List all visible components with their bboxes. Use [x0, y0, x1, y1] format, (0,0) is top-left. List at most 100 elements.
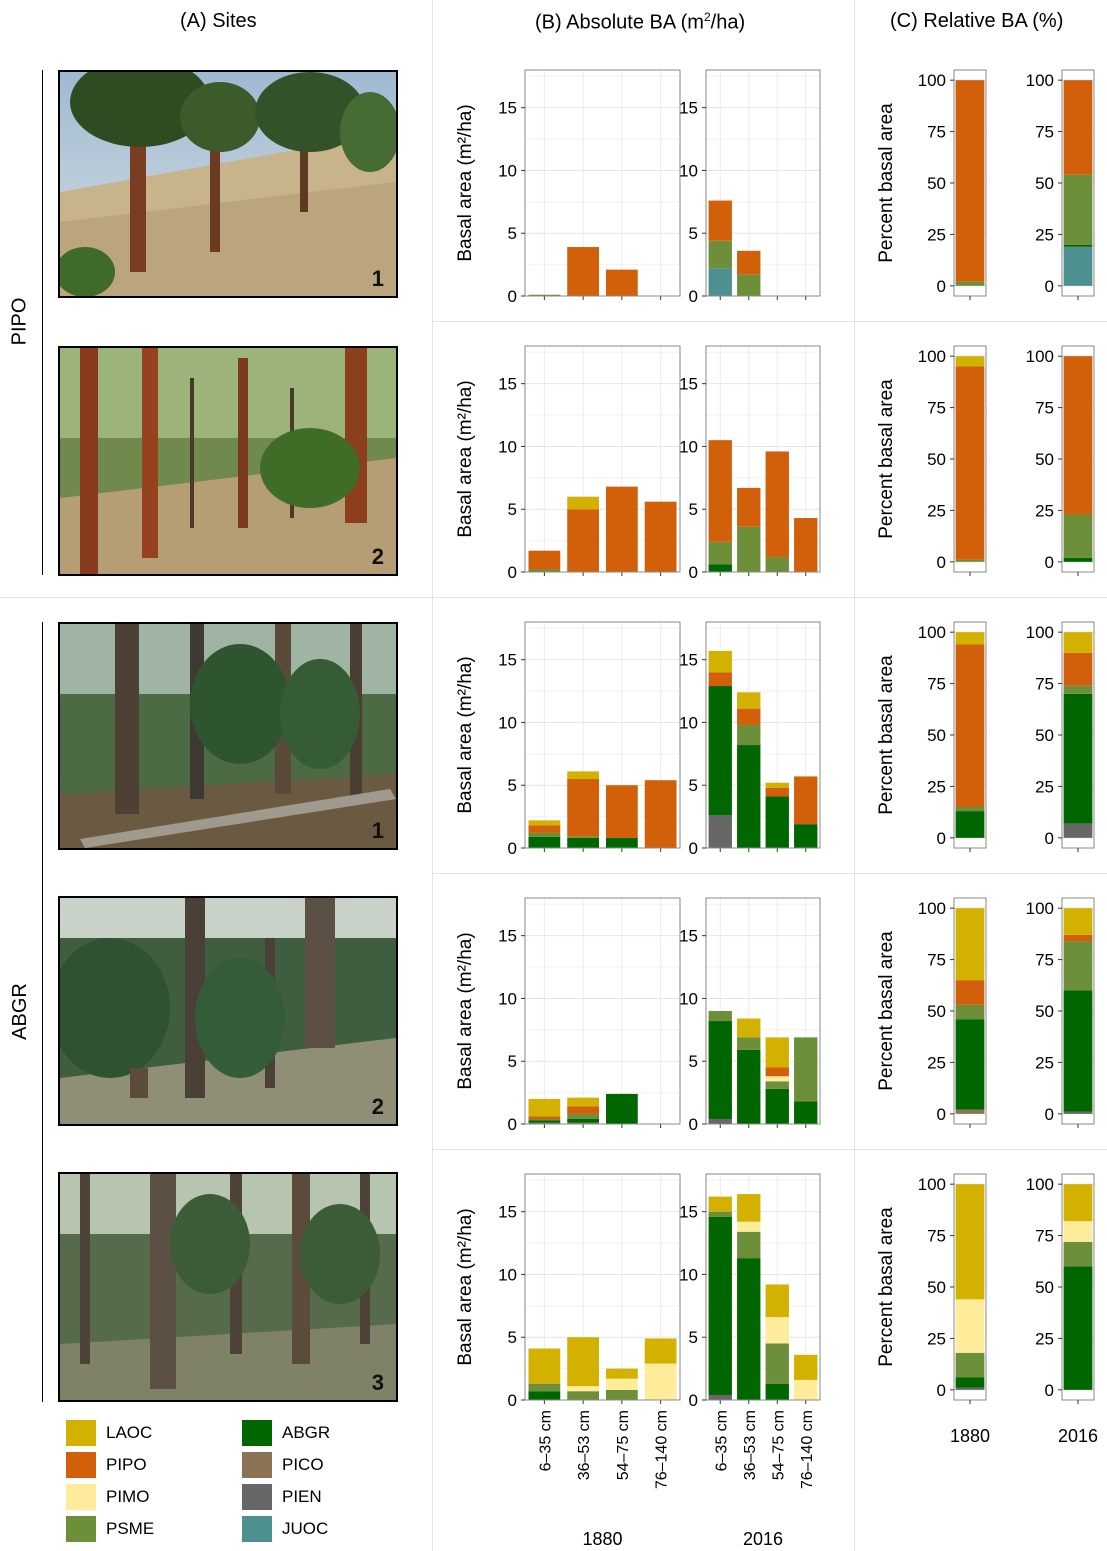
legend-swatch: [242, 1452, 272, 1478]
bar-segment-pimo: [794, 1379, 818, 1400]
y-tick-label: 50: [1035, 1278, 1054, 1297]
bar-segment-psme: [528, 1383, 561, 1392]
bar-segment-psme: [765, 556, 789, 572]
legend-item-laoc: LAOC: [66, 1420, 152, 1446]
plot-frame: [705, 345, 821, 573]
bar-segment-psme: [605, 1389, 638, 1400]
bar-segment-psme: [1063, 1241, 1093, 1267]
bar-segment-pimo: [955, 1299, 985, 1353]
bar-segment-psme: [1063, 685, 1093, 694]
bar-segment-abgr: [737, 1049, 761, 1124]
legend-swatch: [242, 1516, 272, 1542]
x-tick-label: 6–35 cm: [713, 1410, 730, 1471]
y-tick-label: 0: [1045, 553, 1054, 572]
bar-segment-psme: [708, 541, 732, 565]
y-axis-label: Percent basal area: [876, 103, 897, 263]
divider-b-c: [854, 0, 855, 1551]
y-tick-label: 100: [1026, 71, 1054, 90]
y-tick-label: 75: [1035, 1227, 1054, 1246]
y-tick-label: 75: [927, 1227, 946, 1246]
site-number: 2: [371, 1094, 384, 1119]
bar-segment-abgr: [737, 745, 761, 848]
plot-frame: [705, 621, 821, 849]
row-divider: [432, 1149, 1107, 1150]
y-tick-label: 15: [679, 927, 698, 946]
bar-segment-pipo: [605, 269, 638, 296]
bar-segment-abgr: [1063, 990, 1093, 1112]
bar-segment-pien: [1063, 1111, 1093, 1114]
bar-segment-psme: [737, 1231, 761, 1259]
y-tick-label: 100: [1026, 1175, 1054, 1194]
forest-photo-graphic: [60, 1174, 396, 1400]
bar-segment-psme: [528, 1118, 561, 1121]
bar-segment-pipo: [737, 487, 761, 527]
bar-segment-laoc: [955, 908, 985, 981]
bar-segment-laoc: [1063, 632, 1093, 653]
bar-segment-psme: [955, 281, 985, 286]
legend-item-psme: PSME: [66, 1516, 154, 1542]
site-photo-pipo-1: 1: [58, 70, 398, 298]
y-axis-label: Basal area (m²/ha): [455, 1208, 476, 1365]
bar-segment-abgr: [1063, 244, 1093, 247]
bar-segment-psme: [955, 1004, 985, 1020]
y-tick-label: 0: [1045, 1105, 1054, 1124]
bar-segment-pico: [955, 1109, 985, 1114]
y-tick-label: 25: [1035, 777, 1054, 796]
bar-segment-psme: [1063, 514, 1093, 558]
x-tick-label: 1880: [950, 1426, 990, 1446]
bar-segment-pipo: [955, 980, 985, 1005]
bar-segment-laoc: [644, 1338, 677, 1364]
bar-segment-abgr: [708, 564, 732, 572]
row-divider: [432, 873, 1107, 874]
bar-segment-pipo: [567, 1106, 600, 1114]
y-tick-label: 10: [679, 989, 698, 1008]
y-tick-label: 5: [689, 1328, 698, 1347]
bar-segment-abgr: [708, 686, 732, 816]
y-tick-label: 100: [1026, 899, 1054, 918]
y-tick-label: 10: [498, 989, 517, 1008]
bar-segment-abgr: [605, 837, 638, 848]
y-tick-label: 5: [508, 776, 517, 795]
bar-segment-psme: [567, 1391, 600, 1400]
y-tick-label: 5: [689, 500, 698, 519]
bar-segment-abgr: [1063, 1266, 1093, 1390]
site-photo-abgr-3: 3: [58, 1172, 398, 1402]
header-absolute-ba: (B) Absolute BA (m2/ha): [535, 10, 746, 34]
y-tick-label: 100: [918, 623, 946, 642]
bar-segment-laoc: [955, 356, 985, 367]
y-tick-label: 10: [498, 437, 517, 456]
group-bracket-pipo: [42, 70, 43, 575]
y-tick-label: 75: [927, 951, 946, 970]
bar-segment-abgr: [765, 796, 789, 848]
bar-segment-abgr: [605, 1093, 638, 1124]
bar-segment-abgr: [955, 1019, 985, 1110]
bar-segment-pipo: [955, 80, 985, 282]
bar-segment-pipo: [955, 366, 985, 560]
y-tick-label: 0: [1045, 277, 1054, 296]
bar-segment-pipo: [1063, 652, 1093, 686]
y-axis-label: Percent basal area: [876, 655, 897, 815]
y-tick-label: 75: [927, 675, 946, 694]
bar-segment-psme: [794, 1037, 818, 1102]
legend-item-pico: PICO: [242, 1452, 324, 1478]
divider-a-b: [432, 0, 433, 1551]
bar-segment-psme: [528, 569, 561, 572]
site-number: 1: [371, 818, 384, 843]
y-tick-label: 15: [679, 1203, 698, 1222]
bar-segment-laoc: [567, 496, 600, 510]
bar-segment-psme: [528, 294, 561, 296]
bar-segment-pipo: [644, 780, 677, 848]
bar-segment-pipo: [644, 501, 677, 572]
bar-segment-pipo: [737, 708, 761, 725]
bar-segment-pipo: [765, 787, 789, 797]
bar-segment-abgr: [765, 1088, 789, 1124]
y-tick-label: 5: [508, 1328, 517, 1347]
bar-segment-abgr: [1063, 693, 1093, 824]
y-tick-label: 10: [679, 1265, 698, 1284]
plot-frame: [524, 897, 681, 1125]
bar-segment-abgr: [567, 1118, 600, 1123]
y-tick-label: 15: [498, 99, 517, 118]
y-tick-label: 5: [508, 224, 517, 243]
y-tick-label: 25: [927, 225, 946, 244]
